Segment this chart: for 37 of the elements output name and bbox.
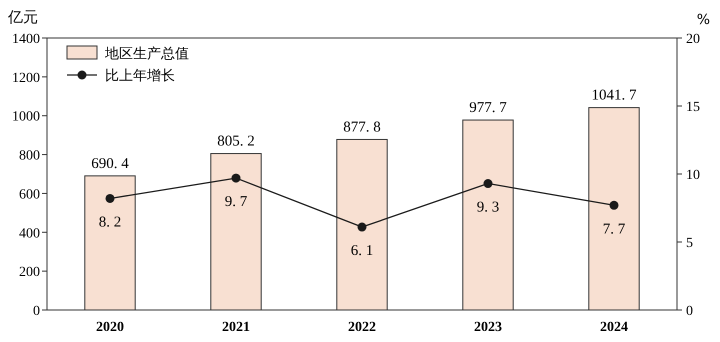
legend-label: 地区生产总值 — [104, 46, 189, 62]
data-label: 9. 7 — [224, 194, 248, 210]
y2-tick-label: 20 — [686, 32, 700, 47]
y-tick-label: 0 — [33, 304, 40, 319]
data-label: 877. 8 — [343, 119, 381, 136]
y2-tick-label: 15 — [686, 100, 700, 115]
data-label: 6. 1 — [350, 243, 374, 260]
y-tick-label: 600 — [19, 187, 40, 202]
y2-tick-label: 5 — [686, 236, 693, 251]
y2-tick-label: 10 — [686, 168, 700, 183]
x-tick-label: 2022 — [348, 320, 376, 335]
point — [106, 194, 114, 203]
data-label: 7. 7 — [602, 221, 626, 238]
point — [358, 222, 366, 232]
data-label: 690. 4 — [91, 156, 130, 172]
y-axis-title: 亿元 — [7, 8, 38, 26]
y-tick-label: 1000 — [12, 110, 40, 125]
data-label: 9. 3 — [476, 200, 500, 216]
legend-label: 比上年增长 — [105, 68, 175, 84]
y-tick-label: 1400 — [12, 32, 40, 47]
y-tick-label: 400 — [19, 226, 40, 242]
y-tick-label: 1200 — [12, 70, 40, 86]
point — [232, 174, 240, 183]
y-tick-label: 800 — [19, 148, 40, 164]
data-label: 805. 2 — [217, 134, 255, 150]
point — [610, 200, 618, 210]
y-tick-label: 200 — [19, 265, 40, 280]
data-label: 1041. 7 — [592, 88, 637, 104]
x-tick-label: 2024 — [600, 320, 628, 335]
x-tick-label: 2021 — [222, 320, 250, 335]
x-tick-label: 2023 — [474, 320, 502, 335]
y2-tick-label: 0 — [686, 304, 693, 319]
y2-axis-title: % — [696, 12, 710, 28]
x-tick-label: 2020 — [96, 320, 124, 335]
data-label: 977. 7 — [469, 100, 508, 116]
point — [484, 179, 492, 188]
data-label: 8. 2 — [98, 214, 122, 230]
